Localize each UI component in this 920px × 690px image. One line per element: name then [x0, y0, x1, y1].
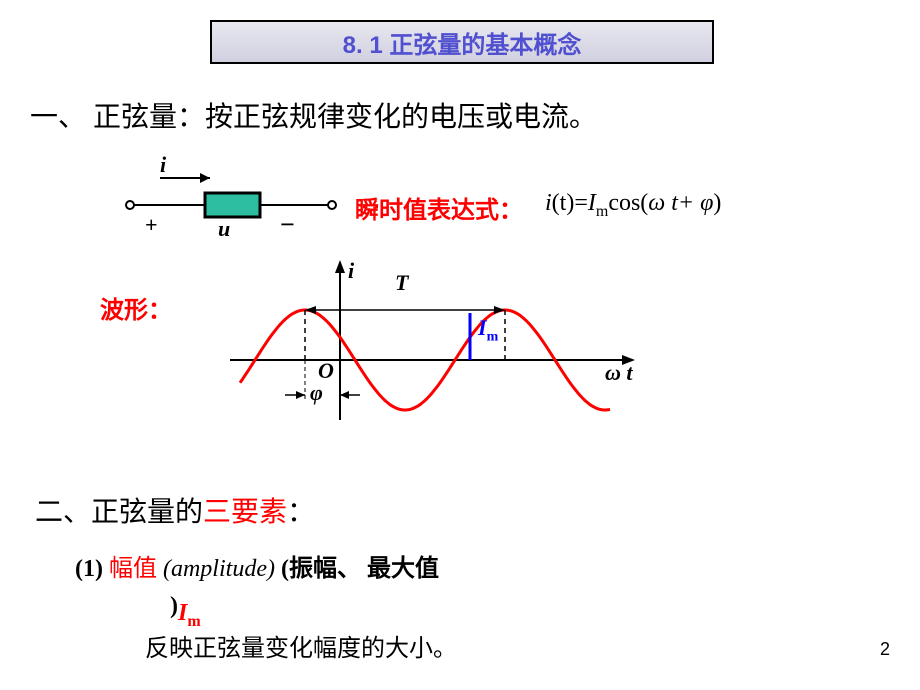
- wave-Im-I: I: [478, 315, 487, 340]
- wave-phi-label: φ: [310, 380, 323, 406]
- formula-arg: (t)=: [552, 190, 588, 216]
- bullet1-num: (1): [75, 556, 109, 582]
- circuit-diagram: i u + −: [120, 160, 350, 250]
- bullet1-close: ): [170, 593, 178, 620]
- wave-Im-m: m: [487, 329, 499, 344]
- heading-1: 一、 正弦量：按正弦规律变化的电压或电流。: [30, 95, 597, 135]
- heading-2: 二、正弦量的三要素：: [35, 490, 315, 530]
- bullet1-red: 幅值: [109, 556, 163, 582]
- wave-T-label: T: [395, 270, 408, 296]
- formula-label: 瞬时值表达式：: [355, 190, 523, 225]
- bullet-amplitude: (1) 幅值 (amplitude) (振幅、 最大值: [75, 548, 439, 583]
- formula-Im-I: I: [588, 190, 596, 216]
- im-I: I: [178, 600, 187, 626]
- formula-cos: cos(: [608, 190, 648, 216]
- waveform-plot: i T Im O φ ω t: [210, 255, 640, 425]
- wave-i-label: i: [348, 258, 354, 284]
- formula-omega: ω: [648, 190, 665, 216]
- amplitude-desc: 反映正弦量变化幅度的大小。: [145, 628, 457, 663]
- formula-t: t+: [665, 190, 700, 216]
- wave-Im-label: Im: [478, 315, 498, 345]
- circuit-u-label: u: [218, 216, 230, 242]
- formula-phi: φ: [700, 190, 713, 216]
- heading2-suffix: ：: [287, 497, 315, 528]
- heading2-prefix: 二、正弦量的: [35, 497, 203, 528]
- formula-Im-m: m: [596, 203, 608, 220]
- heading2-red: 三要素: [203, 497, 287, 528]
- page-number: 2: [880, 639, 890, 660]
- circuit-plus: +: [145, 212, 158, 238]
- formula-i: i: [545, 190, 552, 216]
- im-symbol: Im: [178, 600, 201, 631]
- instantaneous-formula: i(t)=Imcos(ω t+ φ): [545, 190, 721, 221]
- bullet1-rest: (振幅、 最大值: [281, 556, 439, 582]
- waveform-label: 波形：: [100, 290, 172, 325]
- wave-omega-t-label: ω t: [605, 360, 633, 386]
- formula-close: ): [713, 190, 721, 216]
- circuit-minus: −: [280, 210, 295, 240]
- bullet1-ital: (amplitude): [163, 556, 281, 582]
- section-title: 8. 1 正弦量的基本概念: [210, 20, 714, 64]
- circuit-i-label: i: [160, 152, 166, 178]
- heading1-text: 正弦量：按正弦规律变化的电压或电流。: [93, 102, 597, 133]
- heading1-prefix: 一、: [30, 102, 93, 133]
